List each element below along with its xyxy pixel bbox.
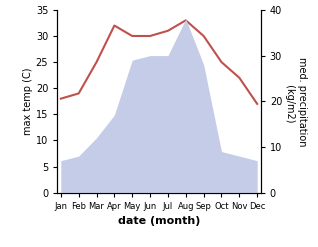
Y-axis label: max temp (C): max temp (C) — [23, 67, 33, 135]
Y-axis label: med. precipitation
 (kg/m2): med. precipitation (kg/m2) — [285, 57, 307, 146]
X-axis label: date (month): date (month) — [118, 216, 200, 226]
